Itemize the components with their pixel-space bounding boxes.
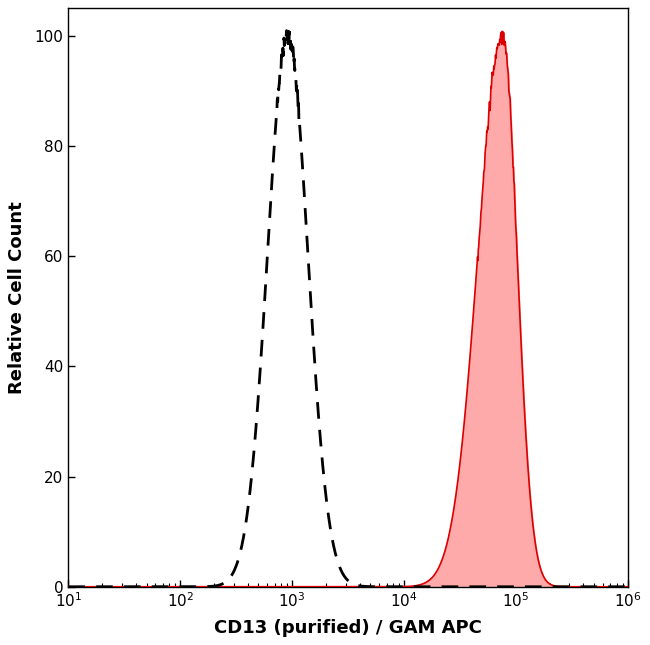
- X-axis label: CD13 (purified) / GAM APC: CD13 (purified) / GAM APC: [214, 619, 482, 637]
- Y-axis label: Relative Cell Count: Relative Cell Count: [8, 201, 27, 394]
